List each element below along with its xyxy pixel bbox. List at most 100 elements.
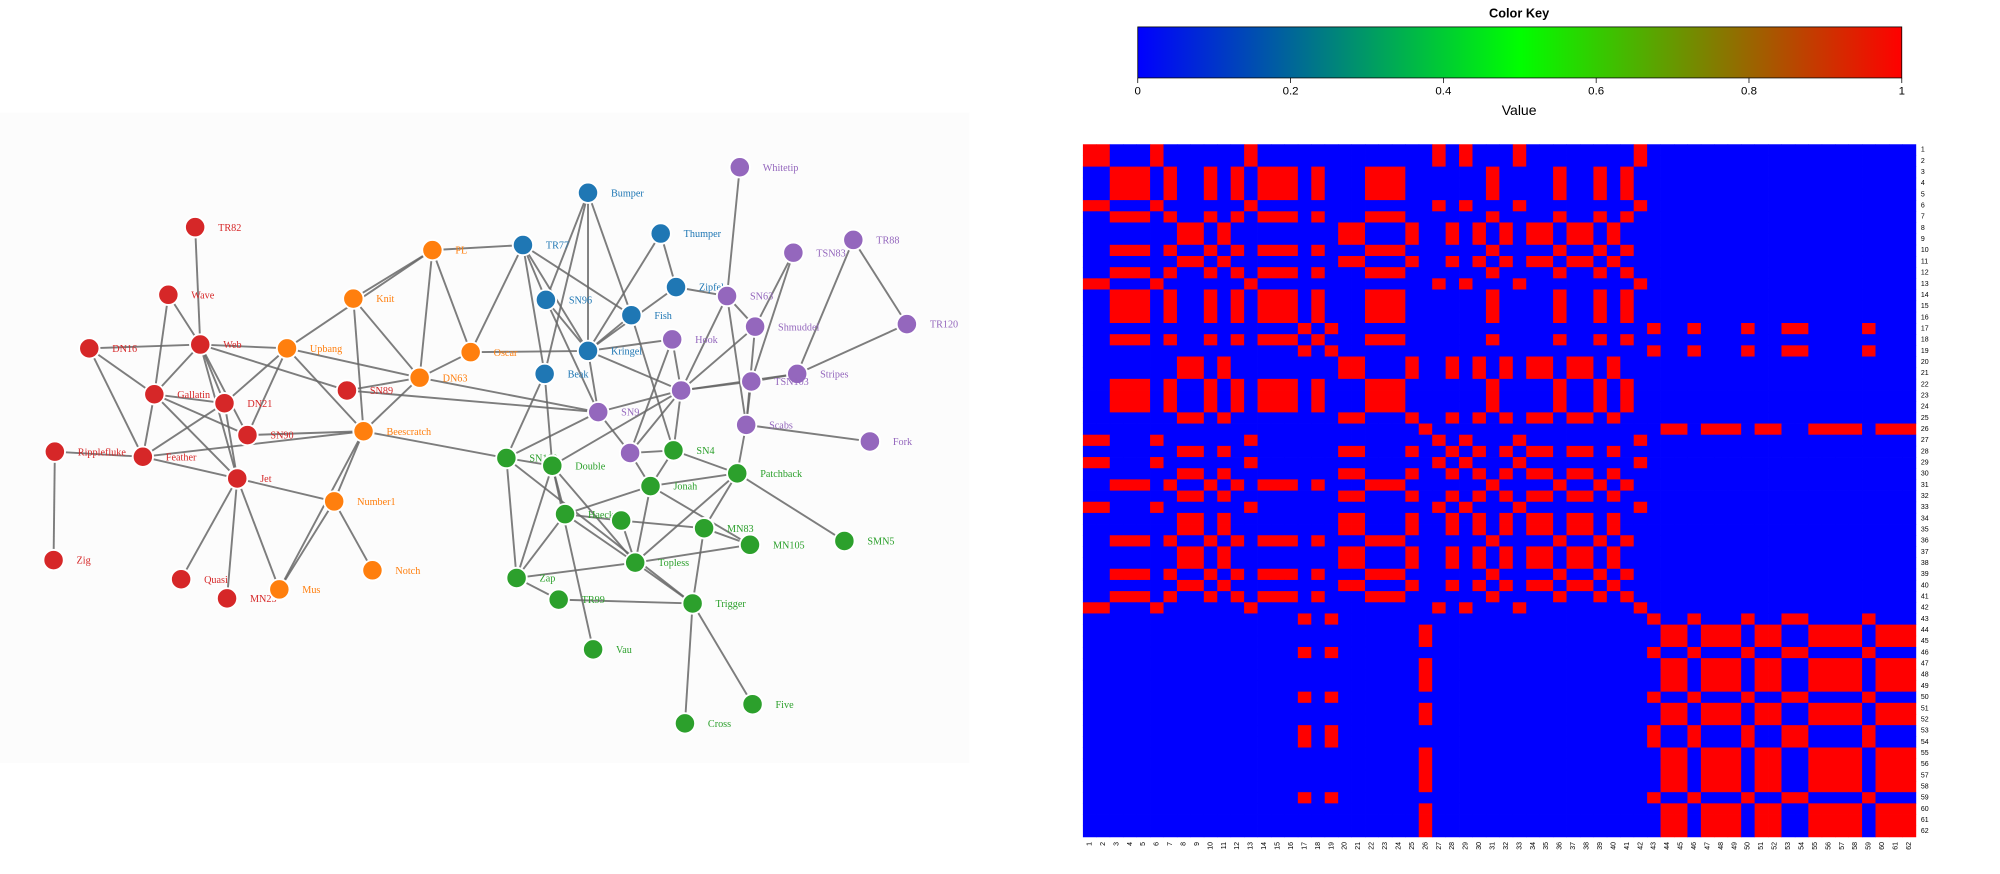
heat-cell — [1351, 557, 1366, 570]
heat-cell — [1150, 635, 1164, 648]
heat-cell — [1217, 155, 1232, 167]
heat-cell — [1768, 501, 1782, 514]
heat-cell — [1862, 713, 1876, 726]
heat-cell — [1647, 669, 1661, 681]
heat-cell — [1633, 535, 1648, 547]
heat-cell — [1405, 501, 1420, 514]
heat-cell — [1230, 635, 1245, 648]
heat-cell — [1862, 323, 1876, 335]
heat-cell — [1324, 278, 1339, 290]
col-label: 16 — [1288, 842, 1295, 850]
heat-cell — [1741, 602, 1755, 614]
heat-cell — [1700, 635, 1715, 648]
heat-cell — [1727, 646, 1742, 659]
heat-cell — [1633, 602, 1648, 614]
heat-cell — [1620, 792, 1635, 804]
heat-cell — [1768, 434, 1782, 447]
heat-cell — [1727, 725, 1742, 737]
heat-cell — [1297, 691, 1312, 704]
heat-cell — [1606, 412, 1621, 424]
heat-cell — [1593, 345, 1608, 357]
heat-cell — [1700, 233, 1715, 246]
heat-cell — [1526, 680, 1541, 693]
heat-cell — [1539, 781, 1554, 793]
heat-cell — [1338, 713, 1352, 726]
heat-cell — [1674, 311, 1688, 324]
heat-cell — [1485, 546, 1500, 558]
heat-cell — [1660, 792, 1675, 804]
heat-cell — [1176, 390, 1191, 402]
heat-cell — [1150, 691, 1164, 704]
heat-cell — [1365, 300, 1379, 313]
heat-cell — [1217, 758, 1232, 771]
heat-cell — [1647, 781, 1661, 793]
node-label: Thumper — [684, 229, 722, 240]
heat-cell — [1123, 713, 1138, 726]
heat-cell — [1768, 334, 1782, 346]
heat-cell — [1606, 781, 1621, 793]
heat-cell — [1647, 535, 1661, 547]
heat-cell — [1674, 669, 1688, 681]
heat-cell — [1674, 725, 1688, 737]
heat-cell — [1472, 390, 1487, 402]
heat-cell — [1324, 311, 1339, 324]
edge — [746, 423, 871, 443]
heat-cell — [1606, 177, 1621, 190]
heat-cell — [1136, 367, 1151, 380]
heat-cell — [1593, 434, 1608, 447]
heat-cell — [1270, 591, 1285, 603]
heat-cell — [1432, 658, 1447, 670]
heat-cell — [1687, 792, 1702, 804]
heat-cell — [1593, 244, 1608, 257]
heat-cell — [1848, 546, 1863, 558]
heat-cell — [1687, 635, 1702, 648]
heat-cell — [1647, 579, 1661, 592]
col-label: 24 — [1395, 842, 1402, 850]
heat-cell — [1593, 635, 1608, 648]
heat-cell — [1660, 579, 1675, 592]
heat-cell — [1687, 758, 1702, 771]
heat-cell — [1821, 814, 1836, 827]
heat-cell — [1633, 568, 1648, 581]
heat-cell — [1499, 188, 1514, 201]
heat-cell — [1862, 591, 1876, 603]
heat-cell — [1418, 803, 1433, 815]
heat-cell — [1485, 233, 1500, 246]
heat-cell — [1405, 401, 1420, 413]
heat-cell — [1203, 233, 1218, 246]
heat-cell — [1848, 177, 1863, 190]
heat-cell — [1338, 378, 1352, 391]
heat-cell — [1244, 635, 1258, 648]
heat-cell — [1338, 278, 1352, 290]
heat-cell — [1512, 792, 1527, 804]
heat-cell — [1163, 423, 1178, 436]
heat-cell — [1687, 591, 1702, 603]
heat-cell — [1485, 781, 1500, 793]
heat-cell — [1754, 535, 1769, 547]
heat-cell — [1365, 747, 1379, 760]
heat-cell — [1539, 233, 1554, 246]
heat-cell — [1808, 557, 1823, 570]
heat-cell — [1123, 702, 1138, 715]
heat-cell — [1660, 412, 1675, 424]
heat-cell — [1620, 490, 1635, 503]
heat-cell — [1418, 579, 1433, 592]
heat-cell — [1096, 702, 1111, 715]
heat-cell — [1405, 445, 1420, 458]
heat-cell — [1297, 557, 1312, 570]
heat-cell — [1378, 512, 1393, 525]
heat-cell — [1647, 591, 1661, 603]
heat-cell — [1741, 713, 1755, 726]
col-label: 20 — [1342, 842, 1349, 850]
heat-cell — [1606, 311, 1621, 324]
heat-cell — [1660, 781, 1675, 793]
heat-cell — [1378, 323, 1393, 335]
heat-cell — [1257, 457, 1272, 469]
heat-cell — [1875, 769, 1890, 782]
heat-cell — [1808, 736, 1823, 748]
heat-cell — [1566, 211, 1581, 223]
heat-cell — [1176, 758, 1191, 771]
heat-cell — [1687, 468, 1702, 480]
heat-cell — [1365, 390, 1379, 402]
heat-cell — [1700, 814, 1715, 827]
